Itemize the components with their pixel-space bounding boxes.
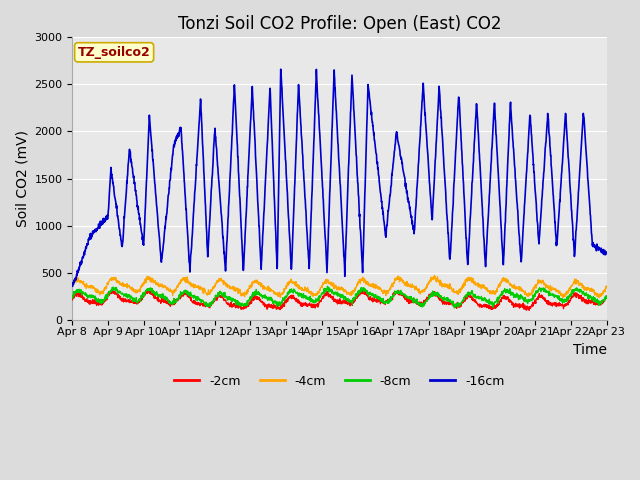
Text: TZ_soilco2: TZ_soilco2 — [77, 46, 150, 59]
Legend: -2cm, -4cm, -8cm, -16cm: -2cm, -4cm, -8cm, -16cm — [170, 370, 509, 393]
X-axis label: Time: Time — [573, 343, 607, 357]
Y-axis label: Soil CO2 (mV): Soil CO2 (mV) — [15, 130, 29, 227]
Title: Tonzi Soil CO2 Profile: Open (East) CO2: Tonzi Soil CO2 Profile: Open (East) CO2 — [178, 15, 501, 33]
